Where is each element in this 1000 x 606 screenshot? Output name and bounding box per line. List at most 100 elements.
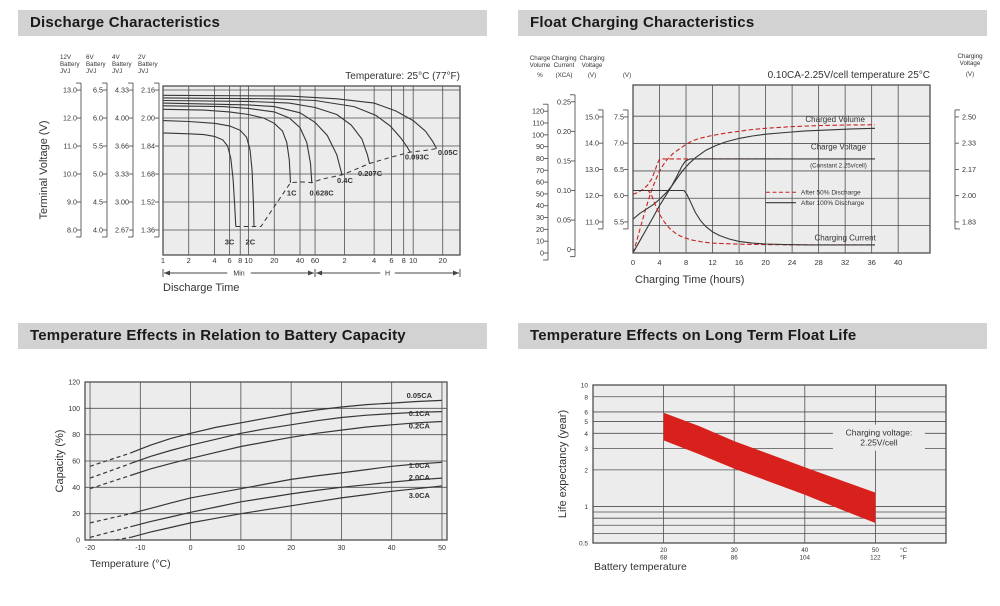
series-2C xyxy=(162,120,255,227)
float-charging-characteristics: Charged Volume Charge Voltage (Constant 2.… xyxy=(530,53,983,286)
scale-value: 0 xyxy=(567,245,571,254)
x-tick-label: 10 xyxy=(244,256,252,265)
y-tick-label: 80 xyxy=(72,432,80,439)
axis-scale-bracket xyxy=(76,82,82,238)
scale-value: 14.0 xyxy=(585,139,599,148)
scale-value: 2.33 xyxy=(962,139,976,148)
x-tick-label: -10 xyxy=(135,545,145,552)
float-charging-chart: Charged Volume Charge Voltage (Constant 2.… xyxy=(530,53,983,286)
scale-value: 10.0 xyxy=(63,170,77,179)
section-title: Float Charging Characteristics xyxy=(530,14,755,31)
x-tick-label: 60 xyxy=(311,256,319,265)
span-label: Min xyxy=(233,271,244,278)
scale-header: JVJ xyxy=(60,68,70,75)
x-tick-label: 40 xyxy=(296,256,304,265)
x-tick-label: 20 xyxy=(287,545,295,552)
scale-header: 12V xyxy=(60,54,72,61)
series-label: Charge Voltage xyxy=(811,142,867,151)
series-label: 0.05CA xyxy=(407,391,433,400)
scale-header: % xyxy=(537,72,543,79)
series-0.2CA xyxy=(130,420,443,477)
series-0.4C xyxy=(162,102,343,176)
scale-header: JVJ xyxy=(138,68,148,75)
scale-value: 1.36 xyxy=(141,225,155,234)
scale-header: Battery xyxy=(60,61,81,68)
series-charged-volume-100pct xyxy=(632,127,876,254)
series-0.1CA xyxy=(89,463,131,479)
scale-header: Volume xyxy=(530,62,551,69)
scale-value: 5.0 xyxy=(93,170,103,179)
scale-value: 2.16 xyxy=(141,86,155,95)
x-tick-label: 6 xyxy=(389,256,393,265)
series-label: 0.628C xyxy=(310,188,335,197)
x-tick-label: 8 xyxy=(238,256,242,265)
scale-value: 80 xyxy=(536,154,544,163)
legend-label: After 100% Discharge xyxy=(801,200,865,207)
scale-header: (V) xyxy=(588,72,596,79)
section-discharge-characteristics: Discharge Characteristics 3C 2C 1C 0.628C 0.… xyxy=(0,0,500,303)
scale-value: 10 xyxy=(536,237,544,246)
scale-header: Battery xyxy=(112,61,133,68)
series-label: 3C xyxy=(225,237,235,246)
scale-value: 60 xyxy=(536,178,544,187)
x-tick-label: 8 xyxy=(684,258,688,267)
series-charging-current-50pct xyxy=(633,189,875,246)
x-tick-label-c: 20 xyxy=(660,547,668,554)
scale-header: Charging xyxy=(579,55,605,62)
y-tick-label: 60 xyxy=(72,459,80,466)
series-label: 2C xyxy=(246,237,256,246)
scale-value: 12.0 xyxy=(585,191,599,200)
scale-value: 70 xyxy=(536,166,544,175)
y-tick-label: 120 xyxy=(68,380,80,387)
gridlines xyxy=(85,382,447,540)
series-label: 1C xyxy=(287,188,297,197)
y-tick-label: 0.5 xyxy=(579,541,588,548)
x-tick-label: 2 xyxy=(187,256,191,265)
scale-value: 8.0 xyxy=(67,225,77,234)
gridlines xyxy=(593,385,946,543)
chart-condition-note: Temperature: 25°C (77°F) xyxy=(345,71,460,82)
scale-value: 2.17 xyxy=(962,165,976,174)
scale-header: JVJ xyxy=(112,68,122,75)
series-3C xyxy=(162,132,237,227)
x-tick-label-f: 68 xyxy=(660,555,668,562)
annotation-text: Charging voltage: xyxy=(846,428,913,438)
y-tick-label: 0 xyxy=(76,538,80,545)
scale-value: 12.0 xyxy=(63,114,77,123)
section-header-bar: Discharge Characteristics xyxy=(18,10,487,36)
x-axis-title: Charging Time (hours) xyxy=(635,274,744,286)
series-label: 0.2CA xyxy=(409,421,431,430)
scale-value: 4.33 xyxy=(115,86,129,95)
plot-border xyxy=(162,85,461,256)
temperature-capacity-chart: 0.05CA 0.1CA 0.2CA 1.0CA 2.0CA 3.0CA -20 -10 0 10… xyxy=(54,380,448,570)
span-label: H xyxy=(385,271,390,278)
x-tick-label: 6 xyxy=(227,256,231,265)
scale-value: 40 xyxy=(536,201,544,210)
axis-scale-bracket xyxy=(128,82,134,238)
series-0.093C xyxy=(162,97,411,153)
y-tick-label: 8 xyxy=(584,394,588,401)
scale-value: 30 xyxy=(536,213,544,222)
plot-area xyxy=(633,85,930,253)
scale-value: 6.0 xyxy=(93,114,103,123)
y-axis-title: Terminal Voltage (V) xyxy=(38,120,50,219)
scale-value: 9.0 xyxy=(67,198,77,207)
x-tick-label: 40 xyxy=(388,545,396,552)
section-float-charging-characteristics: Float Charging Characteristics Charged V… xyxy=(500,0,1000,303)
scale-value: 13.0 xyxy=(63,86,77,95)
annotation-text: 2.25V/cell xyxy=(860,438,897,448)
scale-header: Charging xyxy=(551,55,577,62)
y-tick-label: 20 xyxy=(72,511,80,518)
scale-value: 3.33 xyxy=(115,170,129,179)
series-3.0CA xyxy=(130,485,443,538)
scale-value: 110 xyxy=(533,119,544,128)
scale-value: 4.5 xyxy=(93,198,103,207)
scale-header: JVJ xyxy=(86,68,96,75)
scale-value: 6.5 xyxy=(93,86,103,95)
series-0.2CA xyxy=(89,474,131,490)
float-life-chart: Charging voltage:2.25V/cell2068308640104… xyxy=(557,383,947,573)
series-charged-volume-50pct xyxy=(632,124,876,254)
scale-header: (V) xyxy=(966,71,974,78)
